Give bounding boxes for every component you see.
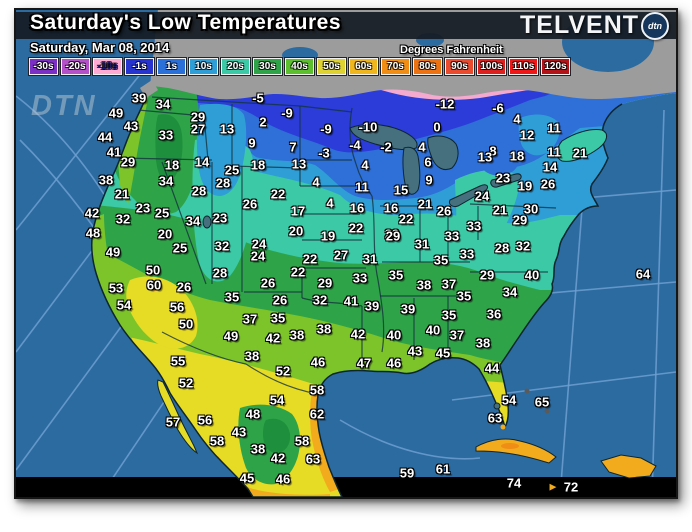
coastline <box>91 85 623 497</box>
legend-chip-100s: 100s <box>477 58 506 75</box>
legend-chip--20s: -20s <box>61 58 90 75</box>
legend-chip-50s: 50s <box>317 58 346 75</box>
legend-chip-60s: 60s <box>349 58 378 75</box>
date-label: Saturday, Mar 08, 2014 <box>30 40 170 55</box>
legend-chip--10s: -10s <box>93 58 122 75</box>
legend-chip-90s: 90s <box>445 58 474 75</box>
legend-chip-40s: 40s <box>285 58 314 75</box>
dtn-watermark: DTN <box>31 90 97 122</box>
legend-chip-10s: 10s <box>189 58 218 75</box>
weather-map-frame <box>14 8 678 499</box>
state-borders <box>121 96 557 395</box>
units-label: Degrees Fahrenheit <box>400 44 503 56</box>
legend-chip-1s: 1s <box>157 58 186 75</box>
map-title: Saturday's Low Temperatures <box>30 11 342 34</box>
title-bar <box>16 12 676 39</box>
dtn-badge-icon: dtn <box>641 11 670 40</box>
legend-chip-120s: 120s <box>541 58 570 75</box>
black-band <box>16 477 676 497</box>
map-graphic <box>16 10 676 497</box>
islands <box>157 129 657 479</box>
legend-chip-110s: 110s <box>509 58 538 75</box>
legend-chip--1s: -1s <box>125 58 154 75</box>
temperature-legend: -30s -20s -10s -1s 1s 10s 20s 30s 40s 50s 60s 70s 80… <box>29 58 570 75</box>
legend-chip--30s: -30s <box>29 58 58 75</box>
legend-chip-30s: 30s <box>253 58 282 75</box>
legend-chip-20s: 20s <box>221 58 250 75</box>
legend-chip-70s: 70s <box>381 58 410 75</box>
brand-logo: TELVENT dtn <box>520 11 670 40</box>
telvent-logo-text: TELVENT <box>520 11 640 39</box>
legend-chip-80s: 80s <box>413 58 442 75</box>
lakes <box>202 123 522 410</box>
